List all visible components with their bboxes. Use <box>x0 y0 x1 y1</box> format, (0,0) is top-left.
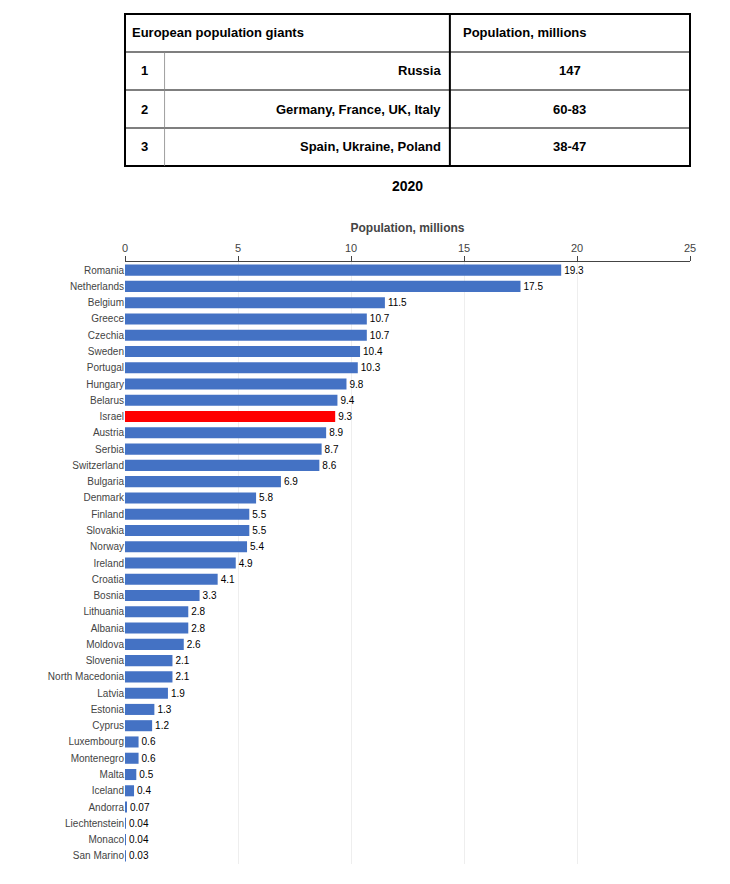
svg-text:Russia: Russia <box>398 63 441 78</box>
svg-text:Serbia: Serbia <box>95 444 124 455</box>
svg-text:5.4: 5.4 <box>250 541 264 552</box>
svg-text:10.3: 10.3 <box>361 362 381 373</box>
svg-text:Germany, France, UK, Italy: Germany, France, UK, Italy <box>276 102 441 117</box>
svg-text:10.4: 10.4 <box>363 346 383 357</box>
svg-text:Austria: Austria <box>93 427 125 438</box>
svg-text:Czechia: Czechia <box>88 330 125 341</box>
svg-text:Malta: Malta <box>100 769 125 780</box>
svg-text:25: 25 <box>684 242 696 254</box>
svg-text:5.5: 5.5 <box>252 525 266 536</box>
svg-text:Portugal: Portugal <box>87 362 124 373</box>
svg-text:147: 147 <box>559 63 581 78</box>
svg-text:4.9: 4.9 <box>239 558 253 569</box>
svg-text:19.3: 19.3 <box>564 265 584 276</box>
svg-text:0.04: 0.04 <box>129 834 149 845</box>
svg-text:San Marino: San Marino <box>73 850 125 861</box>
svg-text:2.1: 2.1 <box>175 671 189 682</box>
svg-text:5: 5 <box>235 242 241 254</box>
svg-text:Croatia: Croatia <box>92 574 125 585</box>
svg-text:Albania: Albania <box>91 623 125 634</box>
svg-text:9.4: 9.4 <box>340 395 354 406</box>
svg-text:3.3: 3.3 <box>203 590 217 601</box>
svg-text:Slovenia: Slovenia <box>86 655 125 666</box>
svg-text:Estonia: Estonia <box>91 704 125 715</box>
svg-text:0.6: 0.6 <box>142 736 156 747</box>
svg-text:8.9: 8.9 <box>329 427 343 438</box>
svg-text:9.8: 9.8 <box>349 379 363 390</box>
svg-text:Lithuania: Lithuania <box>83 606 124 617</box>
svg-text:Bulgaria: Bulgaria <box>87 476 124 487</box>
svg-text:Monaco: Monaco <box>88 834 124 845</box>
svg-text:Moldova: Moldova <box>86 639 124 650</box>
svg-text:2020: 2020 <box>392 178 423 194</box>
svg-text:Hungary: Hungary <box>86 379 124 390</box>
svg-text:2.1: 2.1 <box>175 655 189 666</box>
svg-text:5.8: 5.8 <box>259 492 273 503</box>
svg-text:North Macedonia: North Macedonia <box>48 671 125 682</box>
svg-text:8.6: 8.6 <box>322 460 336 471</box>
svg-text:2: 2 <box>141 102 148 117</box>
svg-text:Iceland: Iceland <box>92 785 124 796</box>
svg-text:Norway: Norway <box>90 541 124 552</box>
svg-text:Denmark: Denmark <box>83 492 125 503</box>
svg-text:0.5: 0.5 <box>139 769 153 780</box>
svg-text:Population, millions: Population, millions <box>463 25 587 40</box>
svg-text:2.8: 2.8 <box>191 623 205 634</box>
svg-text:8.7: 8.7 <box>325 444 339 455</box>
svg-text:6.9: 6.9 <box>284 476 298 487</box>
svg-text:Sweden: Sweden <box>88 346 124 357</box>
svg-text:Romania: Romania <box>84 265 124 276</box>
svg-text:0.4: 0.4 <box>137 785 151 796</box>
svg-text:Spain, Ukraine, Poland: Spain, Ukraine, Poland <box>300 139 441 154</box>
svg-text:Belarus: Belarus <box>90 395 124 406</box>
svg-text:Cyprus: Cyprus <box>92 720 124 731</box>
svg-text:2.8: 2.8 <box>191 606 205 617</box>
svg-text:Finland: Finland <box>91 509 124 520</box>
svg-text:1.2: 1.2 <box>155 720 169 731</box>
svg-text:60-83: 60-83 <box>553 102 586 117</box>
svg-text:1.9: 1.9 <box>171 688 185 699</box>
svg-text:Bosnia: Bosnia <box>93 590 124 601</box>
svg-text:Switzerland: Switzerland <box>72 460 124 471</box>
svg-text:11.5: 11.5 <box>388 297 407 308</box>
svg-text:2.6: 2.6 <box>187 639 201 650</box>
svg-text:Andorra: Andorra <box>88 802 124 813</box>
svg-text:1.3: 1.3 <box>157 704 171 715</box>
svg-text:0.03: 0.03 <box>129 850 149 861</box>
svg-text:Ireland: Ireland <box>93 558 124 569</box>
svg-text:0.07: 0.07 <box>130 802 150 813</box>
svg-text:Greece: Greece <box>91 313 124 324</box>
svg-text:Population, millions: Population, millions <box>351 221 465 235</box>
svg-text:38-47: 38-47 <box>553 139 586 154</box>
svg-text:10: 10 <box>345 242 357 254</box>
svg-text:European population giants: European population giants <box>132 25 304 40</box>
svg-text:9.3: 9.3 <box>338 411 352 422</box>
svg-text:17.5: 17.5 <box>524 281 544 292</box>
svg-text:Liechtenstein: Liechtenstein <box>65 818 124 829</box>
svg-text:Israel: Israel <box>100 411 124 422</box>
svg-text:3: 3 <box>141 139 148 154</box>
svg-text:4.1: 4.1 <box>221 574 235 585</box>
svg-text:10.7: 10.7 <box>370 330 390 341</box>
svg-text:Luxembourg: Luxembourg <box>68 736 124 747</box>
svg-text:1: 1 <box>141 63 148 78</box>
svg-text:Slovakia: Slovakia <box>86 525 124 536</box>
svg-text:Latvia: Latvia <box>97 688 124 699</box>
svg-text:10.7: 10.7 <box>370 313 390 324</box>
svg-text:Belgium: Belgium <box>88 297 124 308</box>
svg-text:0: 0 <box>122 242 128 254</box>
svg-text:Netherlands: Netherlands <box>70 281 124 292</box>
svg-text:5.5: 5.5 <box>252 509 266 520</box>
svg-text:0.6: 0.6 <box>142 753 156 764</box>
svg-text:0.04: 0.04 <box>129 818 149 829</box>
svg-text:20: 20 <box>571 242 583 254</box>
svg-text:15: 15 <box>458 242 470 254</box>
svg-text:Montenegro: Montenegro <box>71 753 125 764</box>
